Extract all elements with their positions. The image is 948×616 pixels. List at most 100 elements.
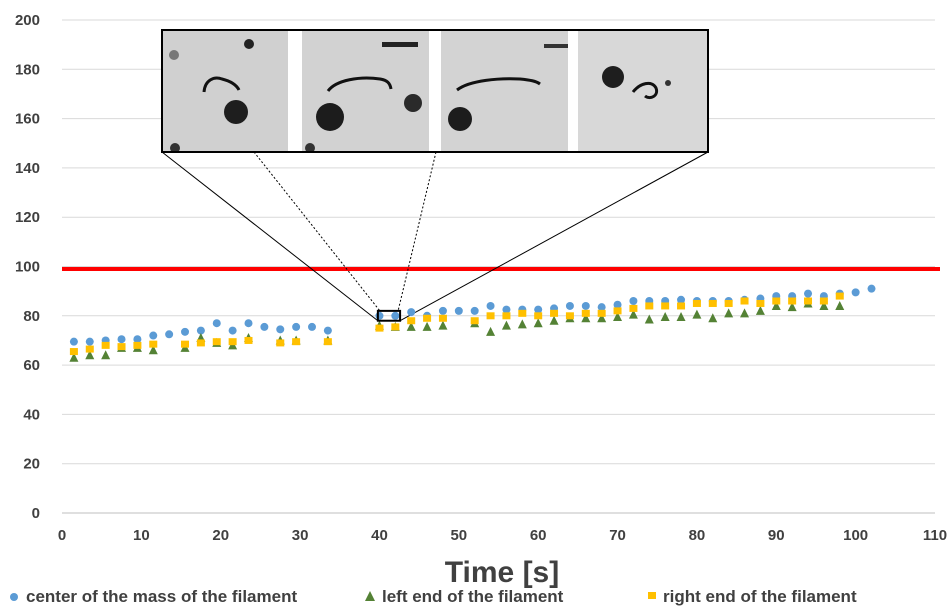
y-tick-label: 100 — [15, 259, 40, 276]
inset-border — [161, 29, 709, 153]
x-tick-label: 0 — [58, 527, 66, 544]
data-point — [613, 307, 622, 315]
zoom-connector-lines — [161, 151, 709, 322]
data-point — [292, 338, 301, 346]
data-point — [69, 337, 78, 346]
x-tick-label: 70 — [609, 527, 626, 544]
x-tick-label: 40 — [371, 527, 388, 544]
data-point — [867, 284, 876, 293]
data-point — [660, 312, 670, 322]
inset-frame-3 — [441, 30, 568, 152]
data-point — [406, 321, 416, 331]
data-point — [486, 326, 496, 336]
data-point — [835, 292, 844, 300]
data-point — [692, 309, 702, 319]
y-axis-ticks: 0 20 40 60 80 100 120 140 160 180 200 — [15, 12, 40, 522]
data-point — [470, 306, 479, 315]
x-tick-label: 90 — [768, 527, 785, 544]
data-point — [244, 336, 253, 344]
data-point — [149, 340, 158, 348]
data-point — [772, 297, 781, 305]
data-point — [133, 341, 142, 349]
legend-marker-right — [648, 592, 656, 599]
y-tick-label: 180 — [15, 61, 40, 78]
data-point — [181, 327, 190, 336]
data-point — [407, 317, 416, 325]
data-point — [148, 345, 158, 355]
data-point — [181, 340, 190, 348]
data-point — [645, 302, 654, 310]
data-point — [581, 313, 591, 323]
connector-line-dotted — [253, 151, 381, 312]
particle-blob — [316, 103, 344, 131]
data-point — [740, 297, 749, 305]
data-point — [708, 313, 718, 323]
data-point — [438, 314, 447, 322]
data-point — [534, 305, 543, 314]
legend-marker-left — [365, 591, 375, 601]
data-point — [692, 299, 701, 307]
data-point — [101, 341, 110, 349]
data-point — [407, 308, 416, 317]
data-point — [69, 348, 78, 356]
y-tick-label: 200 — [15, 12, 40, 29]
data-point — [85, 350, 95, 360]
data-point — [276, 325, 285, 334]
data-point — [502, 305, 511, 314]
x-tick-label: 110 — [923, 527, 947, 544]
data-point — [101, 350, 111, 360]
data-point — [550, 309, 559, 317]
data-point — [69, 352, 79, 362]
data-point — [117, 335, 126, 344]
data-point — [196, 326, 205, 335]
data-point — [323, 338, 332, 346]
inset-frame-1 — [162, 30, 288, 153]
legend-label-left: left end of the filament — [382, 587, 564, 606]
data-point — [819, 297, 828, 305]
data-point — [755, 305, 765, 315]
data-point — [228, 326, 237, 335]
y-tick-label: 20 — [23, 456, 40, 473]
data-point — [629, 304, 638, 312]
y-tick-label: 140 — [15, 160, 40, 177]
data-point — [581, 301, 590, 310]
data-point — [597, 309, 606, 317]
x-tick-label: 80 — [689, 527, 706, 544]
data-point — [613, 312, 623, 322]
data-point — [518, 309, 527, 317]
y-tick-label: 160 — [15, 111, 40, 128]
x-axis-ticks: 0 10 20 30 40 50 60 70 80 90 100 110 — [58, 527, 947, 544]
data-point — [644, 314, 654, 324]
data-point — [391, 311, 400, 320]
data-point — [391, 323, 400, 331]
data-point — [149, 331, 158, 340]
y-tick-label: 120 — [15, 209, 40, 226]
data-point — [486, 312, 495, 320]
zoom-box — [376, 309, 402, 322]
data-point — [423, 314, 432, 322]
inset-micrographs — [161, 29, 709, 153]
data-point — [629, 297, 638, 306]
data-point — [438, 306, 447, 315]
filament-shape — [326, 76, 393, 93]
data-point — [260, 322, 269, 331]
data-point — [133, 335, 142, 344]
filament-shape — [456, 77, 541, 92]
inset-divider — [568, 30, 578, 152]
particle-blob — [448, 107, 472, 131]
x-tick-label: 60 — [530, 527, 547, 544]
data-point — [292, 322, 301, 331]
data-point — [676, 312, 686, 322]
particle-blob — [602, 66, 624, 88]
data-point — [533, 318, 543, 328]
data-point — [422, 321, 432, 331]
particle-blob — [224, 100, 248, 124]
data-point — [804, 289, 813, 298]
data-point — [581, 309, 590, 317]
data-point — [228, 338, 237, 346]
x-tick-label: 10 — [133, 527, 150, 544]
data-point — [724, 308, 734, 318]
data-point — [454, 306, 463, 315]
data-point — [740, 308, 750, 318]
